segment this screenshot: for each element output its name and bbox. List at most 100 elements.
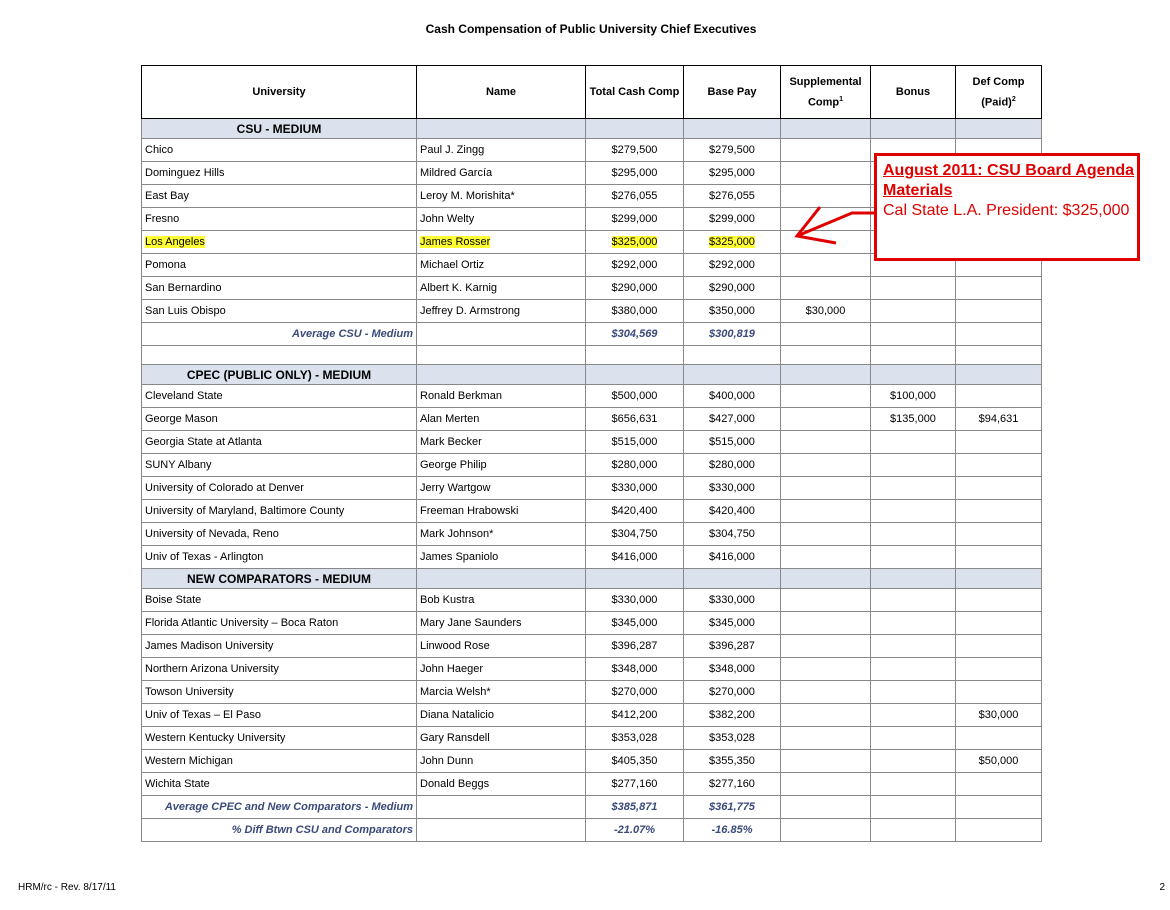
cell bbox=[870, 545, 956, 569]
cell bbox=[416, 818, 586, 842]
cell: -21.07% bbox=[585, 818, 684, 842]
column-header: Base Pay bbox=[683, 65, 781, 119]
cell bbox=[780, 430, 871, 454]
cell bbox=[870, 634, 956, 658]
cell-text: $385,871 bbox=[611, 801, 658, 813]
cell-text: San Bernardino bbox=[145, 282, 222, 294]
cell: $396,287 bbox=[585, 634, 684, 658]
cell bbox=[780, 138, 871, 162]
cell: Linwood Rose bbox=[416, 634, 586, 658]
cell: Mildred García bbox=[416, 161, 586, 185]
cell-text: $412,200 bbox=[611, 709, 658, 721]
cell-text: Alan Merten bbox=[420, 413, 480, 425]
cell-text: $295,000 bbox=[611, 167, 658, 179]
cell bbox=[955, 818, 1042, 842]
cell-text: $380,000 bbox=[611, 305, 658, 317]
data-row: Boise State Bob Kustra $330,000 $330,000 bbox=[141, 588, 1042, 612]
cell-text: James Spaniolo bbox=[420, 551, 499, 563]
cell-text: $396,287 bbox=[611, 640, 658, 652]
cell-text: Boise State bbox=[145, 594, 202, 606]
column-label: Base Pay bbox=[707, 86, 757, 98]
cell-text: Dominguez Hills bbox=[145, 167, 225, 179]
cell-text: -16.85% bbox=[711, 824, 753, 836]
cell-text: George Mason bbox=[145, 413, 218, 425]
section-heading: CPEC (PUBLIC ONLY) - MEDIUM bbox=[141, 364, 417, 385]
cell bbox=[955, 430, 1042, 454]
cell-text: Diana Natalicio bbox=[420, 709, 494, 721]
cell-text: $420,400 bbox=[611, 505, 658, 517]
column-header: Def Comp (Paid)2 bbox=[955, 65, 1042, 119]
cell: $30,000 bbox=[780, 299, 871, 323]
cell-text: Cleveland State bbox=[145, 390, 223, 402]
cell-text: John Welty bbox=[420, 213, 475, 225]
cell bbox=[416, 345, 586, 365]
cell bbox=[780, 568, 871, 589]
cell bbox=[955, 345, 1042, 365]
cell bbox=[870, 453, 956, 477]
cell: $304,750 bbox=[585, 522, 684, 546]
cell bbox=[416, 568, 586, 589]
cell-text: Michael Ortiz bbox=[420, 259, 485, 271]
cell bbox=[955, 545, 1042, 569]
cell bbox=[780, 818, 871, 842]
data-row: University of Nevada, Reno Mark Johnson* $… bbox=[141, 522, 1042, 546]
cell: $412,200 bbox=[585, 703, 684, 727]
cell: $348,000 bbox=[683, 657, 781, 681]
cell bbox=[141, 345, 417, 365]
cell-text: $348,000 bbox=[611, 663, 658, 675]
cell: $279,500 bbox=[683, 138, 781, 162]
cell: San Luis Obispo bbox=[141, 299, 417, 323]
cell: Florida Atlantic University – Boca Raton bbox=[141, 611, 417, 635]
cell: Paul J. Zingg bbox=[416, 138, 586, 162]
cell-text: $330,000 bbox=[611, 594, 658, 606]
cell: $385,871 bbox=[585, 795, 684, 819]
column-header: University bbox=[141, 65, 417, 119]
column-label: Name bbox=[486, 86, 516, 98]
cell-text: $345,000 bbox=[709, 617, 755, 629]
cell: University of Maryland, Baltimore County bbox=[141, 499, 417, 523]
data-row: Univ of Texas - Arlington James Spaniolo $… bbox=[141, 545, 1042, 569]
cell: $515,000 bbox=[585, 430, 684, 454]
data-row: San Luis Obispo Jeffrey D. Armstrong $380,… bbox=[141, 299, 1042, 323]
data-row: Western Michigan John Dunn $405,350 $355,35… bbox=[141, 749, 1042, 773]
cell: Average CSU - Medium bbox=[141, 322, 417, 346]
cell: Leroy M. Morishita* bbox=[416, 184, 586, 208]
cell bbox=[416, 795, 586, 819]
cell-text: East Bay bbox=[145, 190, 190, 202]
cell: Bob Kustra bbox=[416, 588, 586, 612]
data-row: Towson University Marcia Welsh* $270,000 $2… bbox=[141, 680, 1042, 704]
cell-text: $279,500 bbox=[611, 144, 658, 156]
cell bbox=[780, 161, 871, 185]
cell-text: Jerry Wartgow bbox=[420, 482, 491, 494]
cell bbox=[870, 118, 956, 139]
cell-text: $304,750 bbox=[709, 528, 755, 540]
cell bbox=[870, 522, 956, 546]
cell-text: $277,160 bbox=[709, 778, 755, 790]
cell-text: Mary Jane Saunders bbox=[420, 617, 522, 629]
cell-text: Univ of Texas - Arlington bbox=[145, 551, 264, 563]
cell-text: Pomona bbox=[145, 259, 186, 271]
cell bbox=[955, 680, 1042, 704]
cell-text: SUNY Albany bbox=[145, 459, 212, 471]
cell: -16.85% bbox=[683, 818, 781, 842]
cell: $100,000 bbox=[870, 384, 956, 408]
cell-text: Florida Atlantic University – Boca Raton bbox=[145, 617, 339, 629]
data-row: San Bernardino Albert K. Karnig $290,000 $2… bbox=[141, 276, 1042, 300]
cell: Chico bbox=[141, 138, 417, 162]
cell-text: James Rosser bbox=[420, 236, 491, 248]
cell bbox=[780, 772, 871, 796]
cell: Freeman Hrabowski bbox=[416, 499, 586, 523]
cell bbox=[955, 726, 1042, 750]
cell-text: University of Colorado at Denver bbox=[145, 482, 304, 494]
callout-text: Cal State L.A. President: $325,000 bbox=[883, 202, 1130, 219]
cell bbox=[870, 749, 956, 773]
cell: $290,000 bbox=[683, 276, 781, 300]
cell-text: $355,350 bbox=[709, 755, 755, 767]
data-row: Northern Arizona University John Haeger $3… bbox=[141, 657, 1042, 681]
cell-text: $400,000 bbox=[709, 390, 755, 402]
cell-text: Gary Ransdell bbox=[420, 732, 490, 744]
cell-text: $350,000 bbox=[709, 305, 755, 317]
cell-text: University of Nevada, Reno bbox=[145, 528, 279, 540]
cell-text: $280,000 bbox=[709, 459, 755, 471]
compensation-table: University Name Total Cash Comp Base Pay Sup… bbox=[141, 65, 1042, 842]
